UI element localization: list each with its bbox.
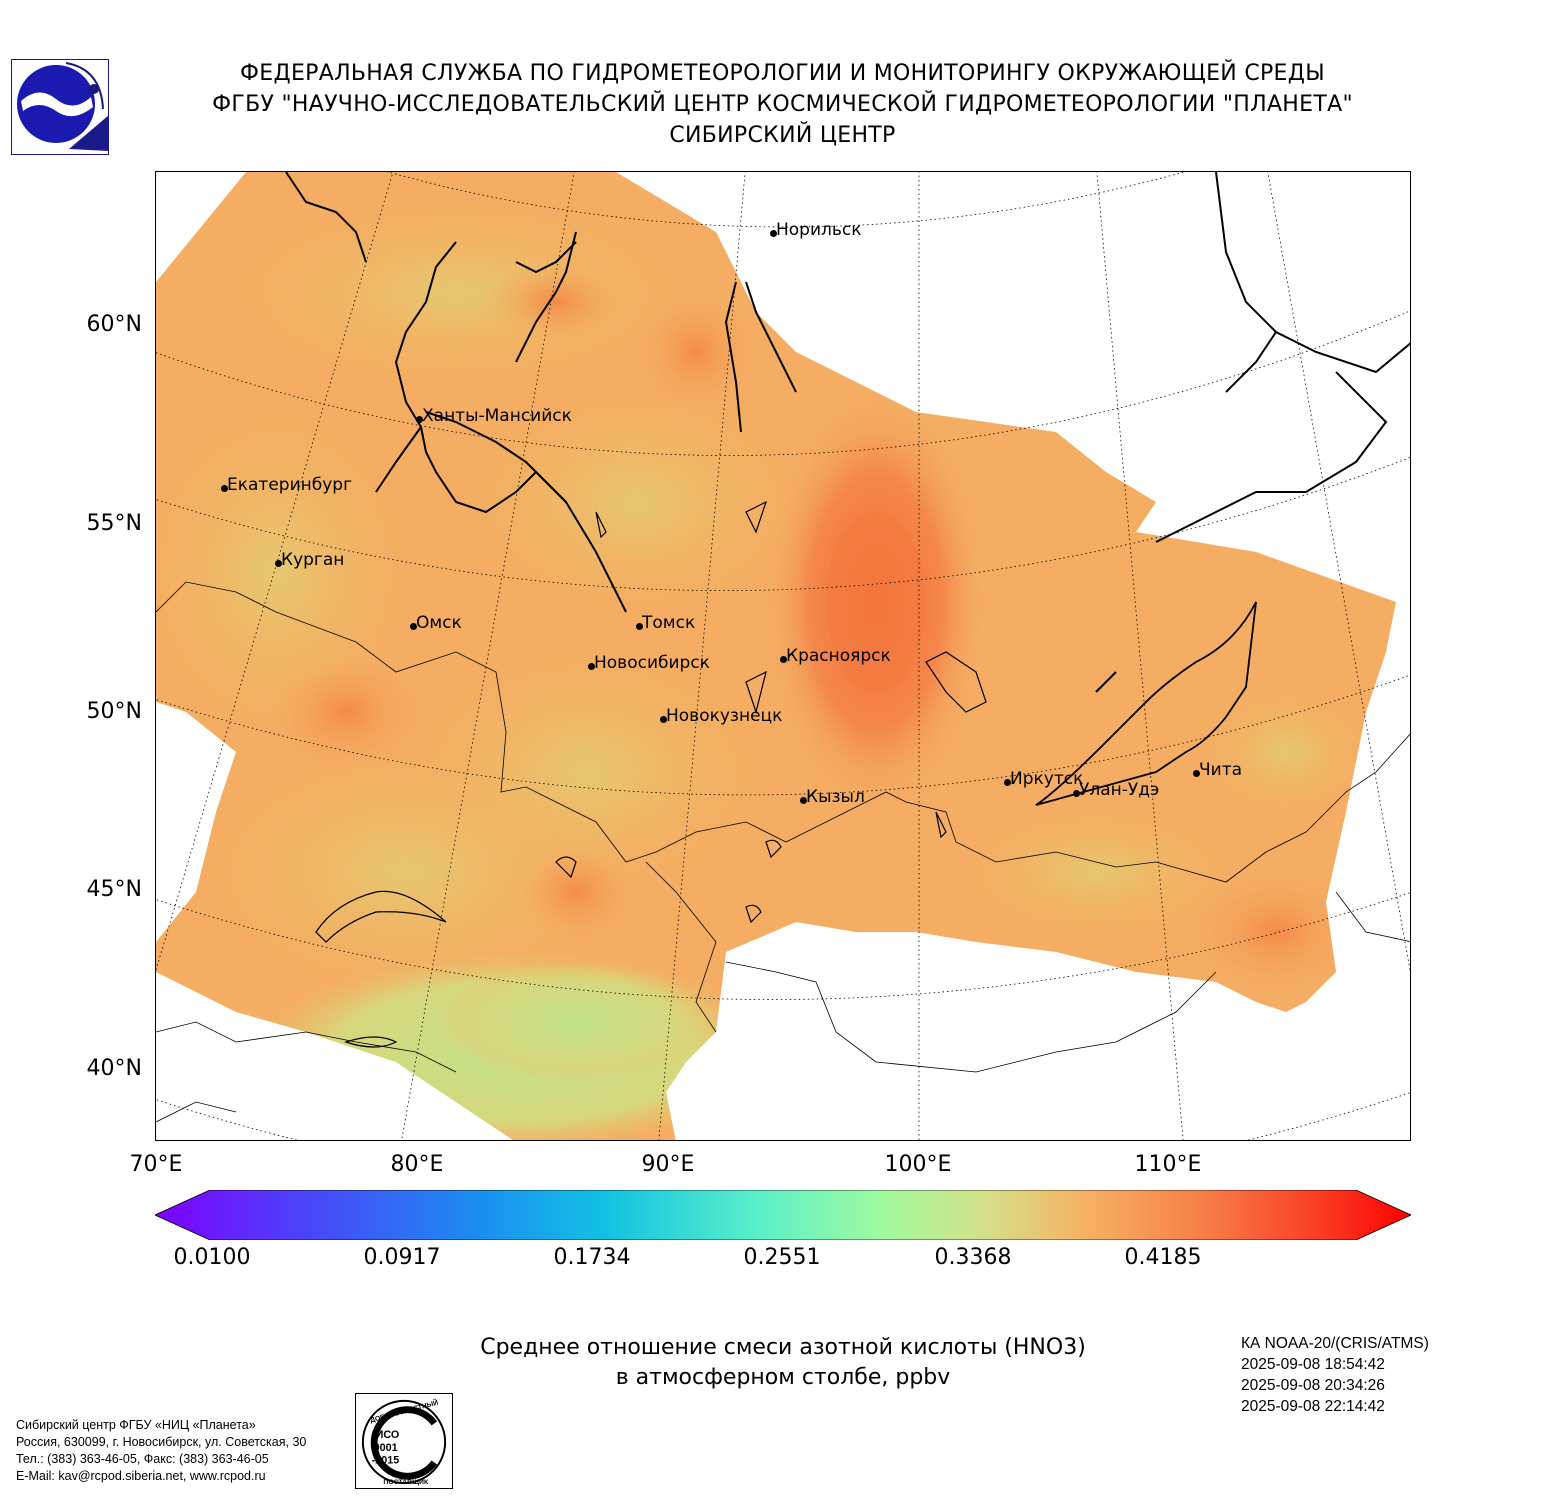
footer-org: Сибирский центр ФГБУ «НИЦ «Планета»	[16, 1418, 256, 1432]
planeta-logo-icon	[11, 59, 109, 155]
city-dot-icon	[636, 623, 643, 630]
city-dot-icon	[660, 716, 667, 723]
city-dot-icon	[410, 623, 417, 630]
lon-label-100: 100°E	[884, 1152, 952, 1177]
city-dot-icon	[800, 797, 807, 804]
lon-label-70: 70°E	[129, 1152, 183, 1177]
iso-year: -2015	[372, 1455, 400, 1467]
satellite-time-2: 2025-09-08 20:34:26	[1241, 1377, 1385, 1394]
iso-label: ИСО	[376, 1429, 400, 1441]
small-lakes	[315, 500, 987, 1048]
graticule	[156, 172, 1410, 1140]
iso-bottom-text: ПОСТАВЩИК	[383, 1479, 429, 1486]
map-caption: Среднее отношение смеси азотной кислоты …	[383, 1333, 1183, 1393]
colorbar-tick-4: 0.3368	[934, 1245, 1012, 1270]
colorbar	[155, 1190, 1411, 1240]
satellite-name: КА NOAA-20/(CRIS/ATMS)	[1241, 1335, 1429, 1352]
colorbar-tick-1: 0.0917	[363, 1245, 441, 1270]
lat-label-60: 60°N	[86, 312, 142, 337]
lon-label-80: 80°E	[390, 1152, 444, 1177]
city-dot-icon	[1193, 770, 1200, 777]
iso-9001-badge-icon: ДОБРОСОВЕСТНЫЙ ИСО 9001 -2015 ПОСТАВЩИК	[355, 1393, 453, 1489]
lake-baikal	[1035, 601, 1257, 806]
map-canvas	[156, 172, 1410, 1140]
header-line-1: ФЕДЕРАЛЬНАЯ СЛУЖБА ПО ГИДРОМЕТЕОРОЛОГИИ …	[240, 61, 1325, 86]
lat-label-45: 45°N	[86, 877, 142, 902]
footer-email: E-Mail: kav@rcpod.siberia.net, www.rcpod…	[16, 1469, 266, 1483]
city-dot-icon	[416, 416, 423, 423]
footer-phone: Тел.: (383) 363-46-05, Факс: (383) 363-4…	[16, 1452, 269, 1466]
header-line-2: ФГБУ "НАУЧНО-ИССЛЕДОВАТЕЛЬСКИЙ ЦЕНТР КОС…	[212, 92, 1353, 117]
caption-line-1: Среднее отношение смеси азотной кислоты …	[480, 1335, 1086, 1360]
city-dot-icon	[221, 485, 228, 492]
footer-address: Россия, 630099, г. Новосибирск, ул. Сове…	[16, 1435, 307, 1449]
colorbar-tick-3: 0.2551	[743, 1245, 821, 1270]
rivers	[285, 172, 1410, 693]
satellite-time-1: 2025-09-08 18:54:42	[1241, 1356, 1385, 1373]
city-dot-icon	[780, 656, 787, 663]
lat-label-50: 50°N	[86, 699, 142, 724]
lon-label-90: 90°E	[641, 1152, 695, 1177]
borders	[156, 581, 1410, 1123]
colorbar-tick-2: 0.1734	[553, 1245, 631, 1270]
colorbar-tick-5: 0.4185	[1124, 1245, 1202, 1270]
city-dot-icon	[770, 230, 777, 237]
header: ФЕДЕРАЛЬНАЯ СЛУЖБА ПО ГИДРОМЕТЕОРОЛОГИИ …	[120, 58, 1445, 151]
iso-number: 9001	[374, 1442, 398, 1454]
map-frame: Норильск Ханты-Мансийск Екатеринбург Кур…	[155, 171, 1411, 1141]
city-dot-icon	[1004, 779, 1011, 786]
header-line-3: СИБИРСКИЙ ЦЕНТР	[669, 123, 896, 148]
caption-line-2: в атмосферном столбе, ppbv	[615, 1365, 951, 1390]
lon-label-110: 110°E	[1134, 1152, 1202, 1177]
city-dot-icon	[1073, 790, 1080, 797]
city-dot-icon	[275, 560, 282, 567]
colorbar-tick-0: 0.0100	[173, 1245, 251, 1270]
satellite-info: КА NOAA-20/(CRIS/ATMS) 2025-09-08 18:54:…	[1241, 1333, 1429, 1417]
footer-contacts: Сибирский центр ФГБУ «НИЦ «Планета» Росс…	[16, 1417, 306, 1485]
satellite-time-3: 2025-09-08 22:14:42	[1241, 1398, 1385, 1415]
lat-label-40: 40°N	[86, 1056, 142, 1081]
lat-label-55: 55°N	[86, 511, 142, 536]
city-dot-icon	[588, 663, 595, 670]
